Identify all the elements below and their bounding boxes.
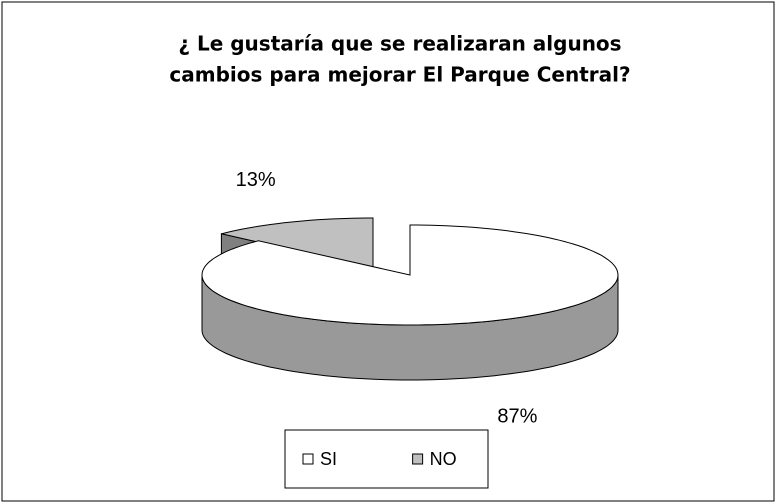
- chart-title: ¿ Le gustaría que se realizaran algunos: [178, 32, 621, 56]
- legend-box: [284, 429, 489, 489]
- legend-label: SI: [320, 449, 337, 469]
- legend-swatch: [302, 453, 314, 465]
- legend-swatch: [412, 453, 424, 465]
- data-label: 87%: [497, 405, 537, 427]
- pie-slice: [221, 217, 374, 269]
- pie-slice: [201, 224, 619, 326]
- legend-label: NO: [430, 449, 457, 469]
- chart-title: cambios para mejorar El Parque Central?: [169, 63, 630, 87]
- data-label: 13%: [236, 169, 276, 191]
